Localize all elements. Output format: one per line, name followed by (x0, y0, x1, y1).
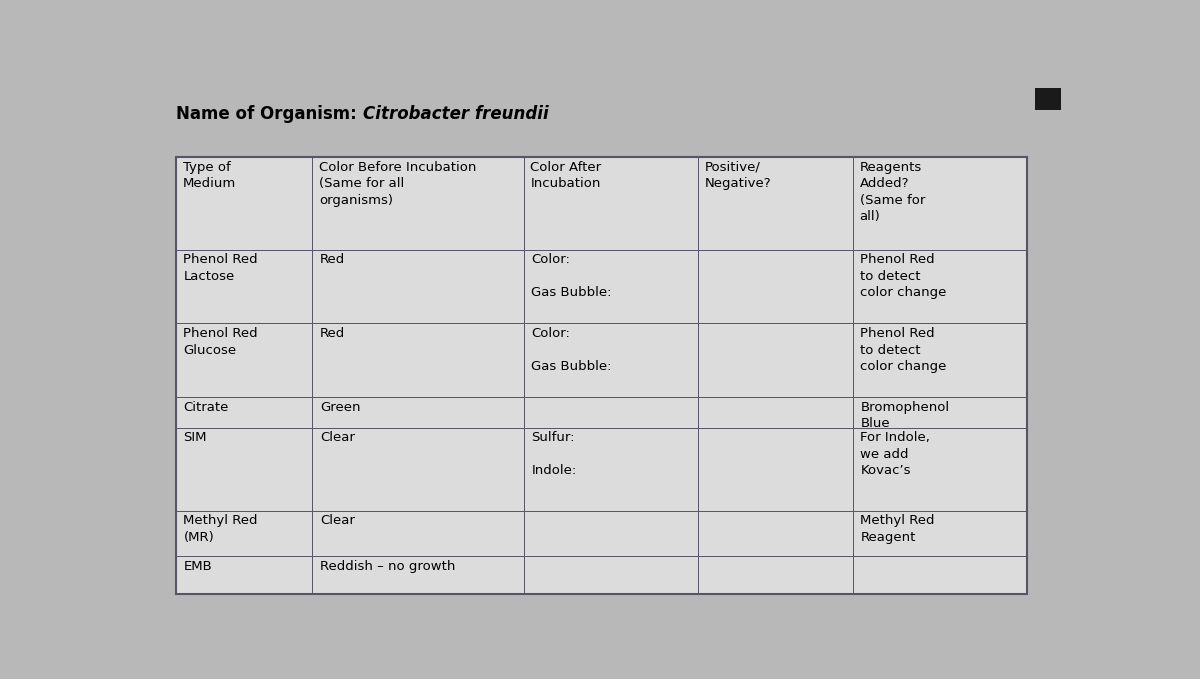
Bar (524, 556, 698, 594)
Bar (698, 511, 853, 556)
Bar (698, 250, 853, 323)
Text: Reagents
Added?
(Same for
all): Reagents Added? (Same for all) (859, 161, 925, 223)
Bar (312, 511, 524, 556)
Text: Clear: Clear (320, 515, 355, 528)
Bar (524, 323, 698, 397)
Bar (176, 511, 312, 556)
Text: For Indole,
we add
Kovac’s: For Indole, we add Kovac’s (860, 431, 930, 477)
Bar (853, 556, 1027, 594)
Bar (853, 511, 1027, 556)
Text: Reddish – no growth: Reddish – no growth (320, 559, 455, 572)
Text: Citrate: Citrate (184, 401, 229, 414)
Text: Color:

Gas Bubble:: Color: Gas Bubble: (532, 253, 612, 299)
Bar (853, 323, 1027, 397)
Bar (176, 158, 1027, 594)
Bar (312, 397, 524, 428)
Text: Methyl Red
(MR): Methyl Red (MR) (184, 515, 258, 544)
Text: Red: Red (320, 253, 346, 266)
Bar (176, 428, 312, 511)
Bar (176, 250, 312, 323)
Bar (698, 428, 853, 511)
Text: Bromophenol
Blue: Bromophenol Blue (860, 401, 949, 430)
Bar (698, 158, 853, 250)
Bar (524, 428, 698, 511)
Text: Type of
Medium: Type of Medium (182, 161, 236, 190)
Bar (312, 556, 524, 594)
Text: Sulfur:

Indole:: Sulfur: Indole: (532, 431, 577, 477)
Bar (698, 397, 853, 428)
Bar (853, 428, 1027, 511)
Text: Phenol Red
to detect
color change: Phenol Red to detect color change (860, 253, 947, 299)
Text: Color After
Incubation: Color After Incubation (530, 161, 601, 190)
Bar (524, 397, 698, 428)
Text: Phenol Red
to detect
color change: Phenol Red to detect color change (860, 327, 947, 373)
Bar (176, 158, 312, 250)
Bar (176, 323, 312, 397)
Text: EMB: EMB (184, 559, 212, 572)
Text: Phenol Red
Glucose: Phenol Red Glucose (184, 327, 258, 356)
Bar (698, 323, 853, 397)
Bar (698, 556, 853, 594)
Text: Color:

Gas Bubble:: Color: Gas Bubble: (532, 327, 612, 373)
Text: Clear: Clear (320, 431, 355, 445)
Text: Citrobacter freundii: Citrobacter freundii (362, 105, 548, 123)
Bar (853, 397, 1027, 428)
Text: Color Before Incubation
(Same for all
organisms): Color Before Incubation (Same for all or… (319, 161, 476, 207)
Bar (312, 250, 524, 323)
Bar (853, 158, 1027, 250)
Bar (312, 323, 524, 397)
Text: Name of Organism:: Name of Organism: (176, 105, 362, 123)
Text: Positive/
Negative?: Positive/ Negative? (704, 161, 772, 190)
Bar (853, 250, 1027, 323)
Text: Red: Red (320, 327, 346, 340)
Bar (312, 428, 524, 511)
Bar (524, 158, 698, 250)
Text: SIM: SIM (184, 431, 206, 445)
Text: Phenol Red
Lactose: Phenol Red Lactose (184, 253, 258, 283)
Bar (524, 511, 698, 556)
Bar (312, 158, 524, 250)
Bar (176, 556, 312, 594)
Bar (1036, 88, 1062, 110)
Bar (524, 250, 698, 323)
Text: Methyl Red
Reagent: Methyl Red Reagent (860, 515, 935, 544)
Text: Green: Green (320, 401, 360, 414)
Bar (176, 397, 312, 428)
